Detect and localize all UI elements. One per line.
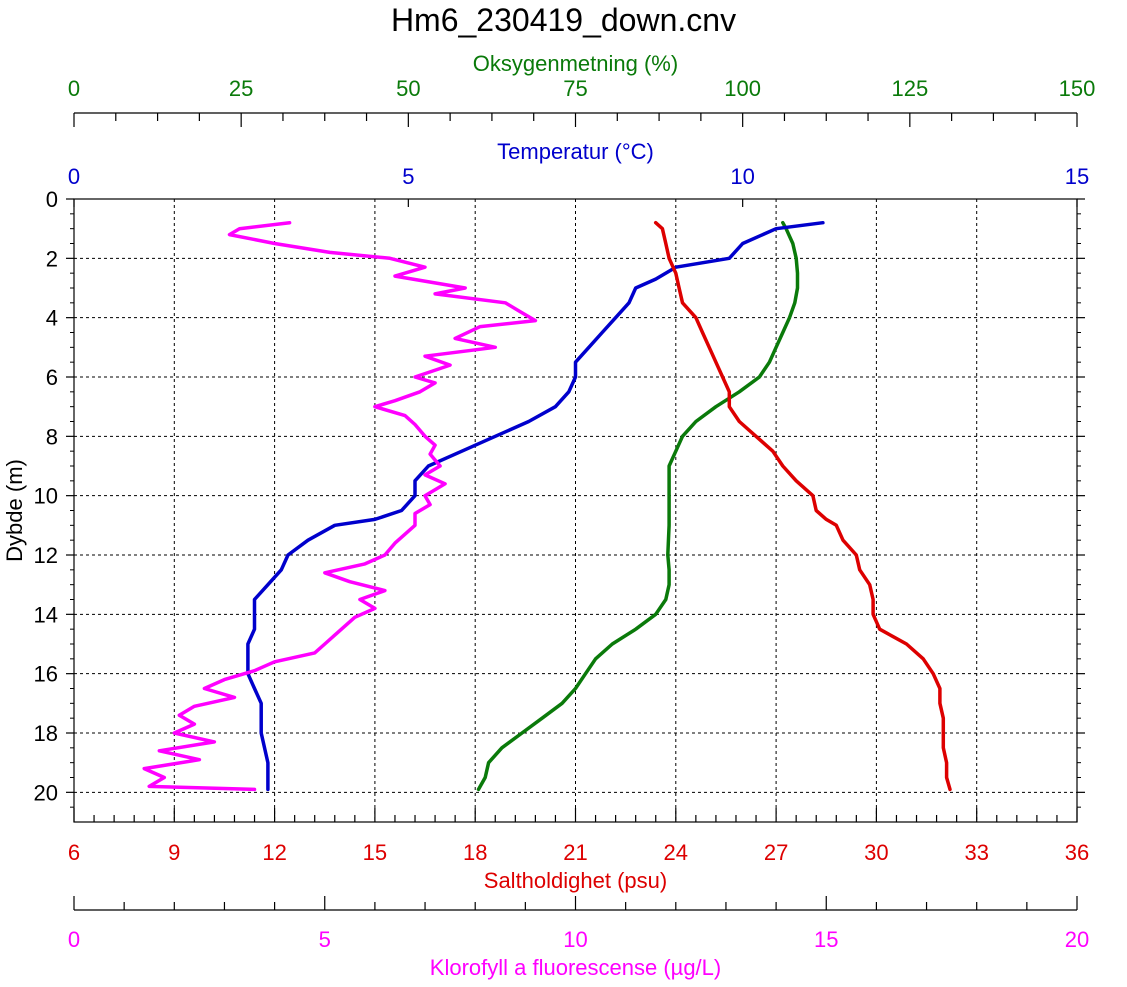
- chart-title: Hm6_230419_down.cnv: [390, 2, 737, 38]
- salinity-tick-label: 9: [168, 840, 180, 865]
- y-tick-label: 10: [34, 484, 58, 509]
- salinity-tick-label: 24: [664, 840, 688, 865]
- chlorophyll-tick-label: 5: [319, 927, 331, 952]
- salinity-tick-label: 30: [864, 840, 888, 865]
- salinity-tick-label: 12: [262, 840, 286, 865]
- y-tick-label: 18: [34, 721, 58, 746]
- chlorophyll-tick-label: 15: [814, 927, 838, 952]
- chlorophyll-tick-label: 20: [1065, 927, 1089, 952]
- y-tick-label: 14: [34, 602, 58, 627]
- y-tick-label: 8: [46, 424, 58, 449]
- salinity-axis-label: Saltholdighet (psu): [484, 868, 667, 893]
- y-tick-label: 6: [46, 365, 58, 390]
- oxygen-tick-label: 150: [1059, 76, 1096, 101]
- salinity-tick-label: 33: [964, 840, 988, 865]
- oxygen-axis-label: Oksygenmetning (%): [473, 51, 678, 76]
- salinity-tick-label: 36: [1065, 840, 1089, 865]
- salinity-tick-label: 6: [68, 840, 80, 865]
- salinity-profile-line: [653, 220, 952, 792]
- oxygen-tick-label: 0: [68, 76, 80, 101]
- chlorophyll-tick-label: 10: [563, 927, 587, 952]
- y-tick-label: 20: [34, 780, 58, 805]
- oxygen-tick-label: 100: [724, 76, 761, 101]
- y-tick-label: 12: [34, 543, 58, 568]
- temperature-tick-label: 15: [1065, 164, 1089, 189]
- y-tick-label: 4: [46, 306, 58, 331]
- chlorophyll-profile-line: [142, 220, 538, 792]
- salinity-tick-label: 15: [363, 840, 387, 865]
- oxygen-tick-label: 125: [891, 76, 928, 101]
- salinity-tick-label: 21: [563, 840, 587, 865]
- y-tick-label: 2: [46, 246, 58, 271]
- salinity-tick-label: 27: [764, 840, 788, 865]
- oxygen-tick-label: 25: [229, 76, 253, 101]
- oxygen-profile-line: [476, 220, 800, 792]
- oxygen-tick-label: 50: [396, 76, 420, 101]
- temperature-tick-label: 0: [68, 164, 80, 189]
- salinity-tick-label: 18: [463, 840, 487, 865]
- oxygen-tick-label: 75: [563, 76, 587, 101]
- temperature-profile-line: [246, 220, 825, 792]
- chlorophyll-tick-label: 0: [68, 927, 80, 952]
- temperature-tick-label: 5: [402, 164, 414, 189]
- temperature-tick-label: 10: [730, 164, 754, 189]
- temperature-axis-label: Temperatur (°C): [497, 139, 654, 164]
- y-tick-label: 16: [34, 662, 58, 687]
- y-axis-label: Dybde (m): [2, 459, 27, 562]
- chlorophyll-axis-label: Klorofyll a fluorescense (µg/L): [430, 955, 721, 980]
- y-tick-label: 0: [46, 187, 58, 212]
